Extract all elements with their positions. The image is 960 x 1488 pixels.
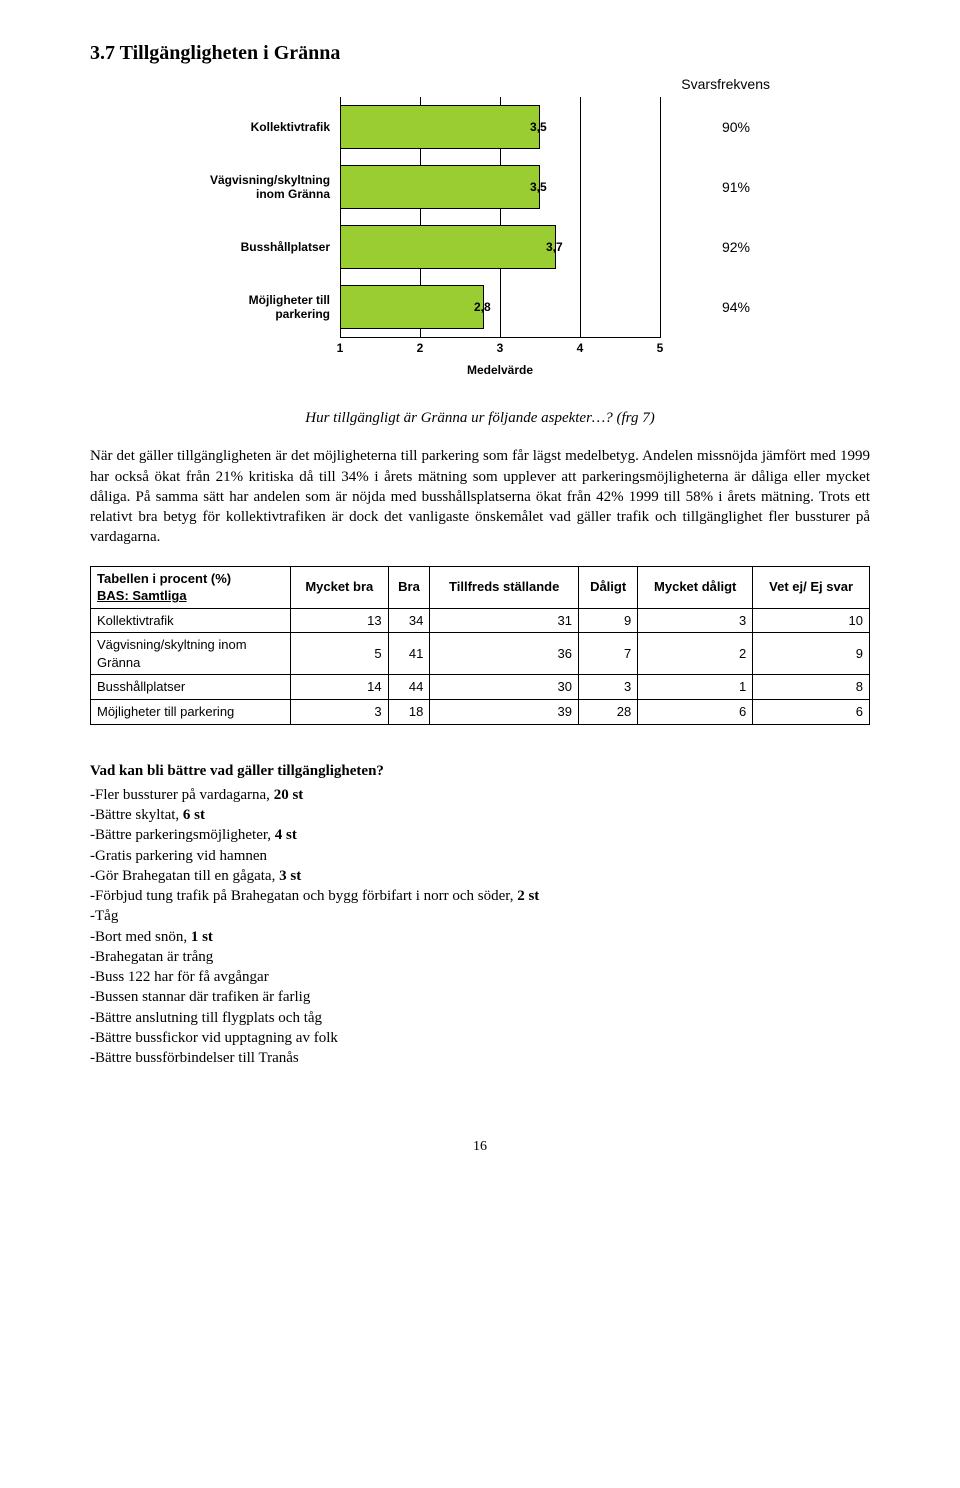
col-bra: Bra [388, 566, 430, 608]
list-item: Fler bussturer på vardagarna, 20 st [90, 785, 870, 805]
table-cell: 34 [388, 608, 430, 633]
improvements-list: Fler bussturer på vardagarna, 20 stBättr… [90, 785, 870, 1069]
chart-bar-value: 3,7 [546, 239, 563, 255]
list-item: Tåg [90, 906, 870, 926]
col-mycket-bra: Mycket bra [291, 566, 389, 608]
chart-x-axis-labels: 12345 [340, 338, 660, 356]
table-cell: 5 [291, 633, 389, 675]
list-item: Bättre parkeringsmöjligheter, 4 st [90, 825, 870, 845]
col-daligt: Dåligt [579, 566, 638, 608]
chart-row-pct: 94% [670, 298, 750, 317]
list-item: Bättre skyltat, 6 st [90, 805, 870, 825]
list-item: Bättre bussfickor vid upptagning av folk [90, 1028, 870, 1048]
list-item: Förbjud tung trafik på Brahegatan och by… [90, 886, 870, 906]
table-row-label: Busshållplatser [91, 675, 291, 700]
chart-bar [340, 285, 484, 329]
table-cell: 8 [753, 675, 870, 700]
body-paragraph: När det gäller tillgängligheten är det m… [90, 446, 870, 547]
col-vet-ej: Vet ej/ Ej svar [753, 566, 870, 608]
table-cell: 10 [753, 608, 870, 633]
table-cell: 1 [638, 675, 753, 700]
chart-xtick-label: 3 [497, 340, 504, 356]
chart-xtick-label: 1 [337, 340, 344, 356]
page-number: 16 [90, 1138, 870, 1157]
table-cell: 13 [291, 608, 389, 633]
table-cell: 6 [753, 699, 870, 724]
chart-xtick-label: 2 [417, 340, 424, 356]
improvements-heading: Vad kan bli bättre vad gäller tillgängli… [90, 761, 870, 781]
table-cell: 9 [579, 608, 638, 633]
chart-bar-area: 2,8 [340, 277, 660, 337]
chart-bar-value: 3,5 [530, 179, 547, 195]
table-cell: 9 [753, 633, 870, 675]
chart-x-axis-title: Medelvärde [340, 362, 660, 378]
table-cell: 2 [638, 633, 753, 675]
list-item: Bättre bussförbindelser till Tranås [90, 1048, 870, 1068]
chart-row-label: Möjligheter till parkering [210, 293, 340, 322]
chart-row: Vägvisning/skyltning inom Gränna 3,5 91% [210, 157, 750, 217]
table-header-line2: BAS: Samtliga [97, 588, 187, 603]
table-row: Möjligheter till parkering318392866 [91, 699, 870, 724]
section-title: 3.7 Tillgängligheten i Gränna [90, 40, 870, 67]
table-cell: 30 [430, 675, 579, 700]
chart-xtick-label: 5 [657, 340, 664, 356]
table-cell: 36 [430, 633, 579, 675]
table-cell: 44 [388, 675, 430, 700]
table-row: Busshållplatser144430318 [91, 675, 870, 700]
list-item: Bättre anslutning till flygplats och tåg [90, 1008, 870, 1028]
chart-row-label: Vägvisning/skyltning inom Gränna [210, 173, 340, 202]
table-cell: 39 [430, 699, 579, 724]
table-cell: 14 [291, 675, 389, 700]
table-cell: 31 [430, 608, 579, 633]
table-row: Vägvisning/skyltning inom Gränna54136729 [91, 633, 870, 675]
list-item: Bort med snön, 1 st [90, 927, 870, 947]
chart-bar-area: 3,7 [340, 217, 660, 277]
col-mycket-daligt: Mycket dåligt [638, 566, 753, 608]
chart-row-pct: 92% [670, 238, 750, 257]
table-cell: 7 [579, 633, 638, 675]
svarsfrekvens-label: Svarsfrekvens [681, 75, 770, 94]
table-row-label: Möjligheter till parkering [91, 699, 291, 724]
chart-bar [340, 225, 556, 269]
chart-row: Kollektivtrafik 3,5 90% [210, 97, 750, 157]
col-tillfreds: Tillfreds ställande [430, 566, 579, 608]
table-row-label: Kollektivtrafik [91, 608, 291, 633]
table-cell: 41 [388, 633, 430, 675]
table-row-label: Vägvisning/skyltning inom Gränna [91, 633, 291, 675]
chart-tillganglighet: Svarsfrekvens Kollektivtrafik3,590%Vägvi… [210, 97, 750, 378]
table-cell: 3 [579, 675, 638, 700]
list-item: Bussen stannar där trafiken är farlig [90, 987, 870, 1007]
chart-caption: Hur tillgängligt är Gränna ur följande a… [90, 408, 870, 428]
data-table: Tabellen i procent (%) BAS: Samtliga Myc… [90, 566, 870, 725]
table-row: Kollektivtrafik1334319310 [91, 608, 870, 633]
table-cell: 18 [388, 699, 430, 724]
chart-bar-value: 2,8 [474, 299, 491, 315]
chart-row-pct: 91% [670, 178, 750, 197]
list-item: Brahegatan är trång [90, 947, 870, 967]
chart-bar-area: 3,5 [340, 157, 660, 217]
chart-bar [340, 165, 540, 209]
chart-bar [340, 105, 540, 149]
chart-row-label: Kollektivtrafik [210, 120, 340, 134]
chart-row-pct: 90% [670, 118, 750, 137]
chart-row: Busshållplatser 3,7 92% [210, 217, 750, 277]
table-header-line1: Tabellen i procent (%) [97, 571, 231, 586]
chart-row-label: Busshållplatser [210, 240, 340, 254]
chart-xtick-label: 4 [577, 340, 584, 356]
chart-bar-value: 3,5 [530, 119, 547, 135]
table-cell: 3 [291, 699, 389, 724]
table-cell: 6 [638, 699, 753, 724]
list-item: Gör Brahegatan till en gågata, 3 st [90, 866, 870, 886]
chart-bar-area: 3,5 [340, 97, 660, 157]
list-item: Buss 122 har för få avgångar [90, 967, 870, 987]
chart-row: Möjligheter till parkering 2,8 94% [210, 277, 750, 337]
table-cell: 28 [579, 699, 638, 724]
table-cell: 3 [638, 608, 753, 633]
list-item: Gratis parkering vid hamnen [90, 846, 870, 866]
